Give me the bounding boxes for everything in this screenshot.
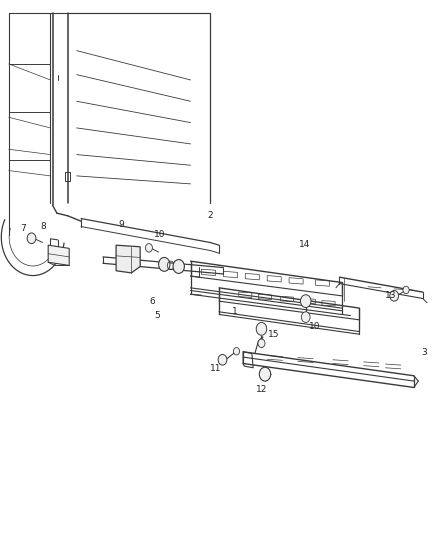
Circle shape bbox=[159, 257, 170, 271]
Circle shape bbox=[145, 244, 152, 252]
Circle shape bbox=[218, 354, 227, 365]
Polygon shape bbox=[116, 245, 140, 273]
Text: 1: 1 bbox=[231, 308, 237, 316]
Text: 9: 9 bbox=[118, 221, 124, 229]
Circle shape bbox=[173, 260, 184, 273]
Text: 12: 12 bbox=[256, 385, 268, 393]
Circle shape bbox=[256, 322, 267, 335]
Text: 13: 13 bbox=[385, 292, 397, 300]
Text: 10: 10 bbox=[309, 322, 320, 330]
Circle shape bbox=[233, 348, 240, 355]
Circle shape bbox=[27, 233, 36, 244]
Text: 5: 5 bbox=[154, 311, 160, 320]
Bar bbox=[65, 172, 70, 181]
Circle shape bbox=[258, 339, 265, 348]
Text: 8: 8 bbox=[40, 222, 46, 231]
Polygon shape bbox=[48, 245, 69, 265]
Circle shape bbox=[390, 290, 399, 301]
Text: 2: 2 bbox=[208, 212, 213, 220]
Text: 15: 15 bbox=[268, 330, 279, 339]
Text: 7: 7 bbox=[20, 224, 26, 232]
Text: 11: 11 bbox=[210, 365, 221, 373]
Circle shape bbox=[403, 286, 409, 294]
Circle shape bbox=[259, 367, 271, 381]
Text: 6: 6 bbox=[149, 297, 155, 305]
Circle shape bbox=[301, 312, 310, 322]
Circle shape bbox=[300, 295, 311, 308]
Text: 14: 14 bbox=[299, 240, 310, 248]
Text: 10: 10 bbox=[154, 230, 166, 239]
Text: 3: 3 bbox=[421, 349, 427, 357]
